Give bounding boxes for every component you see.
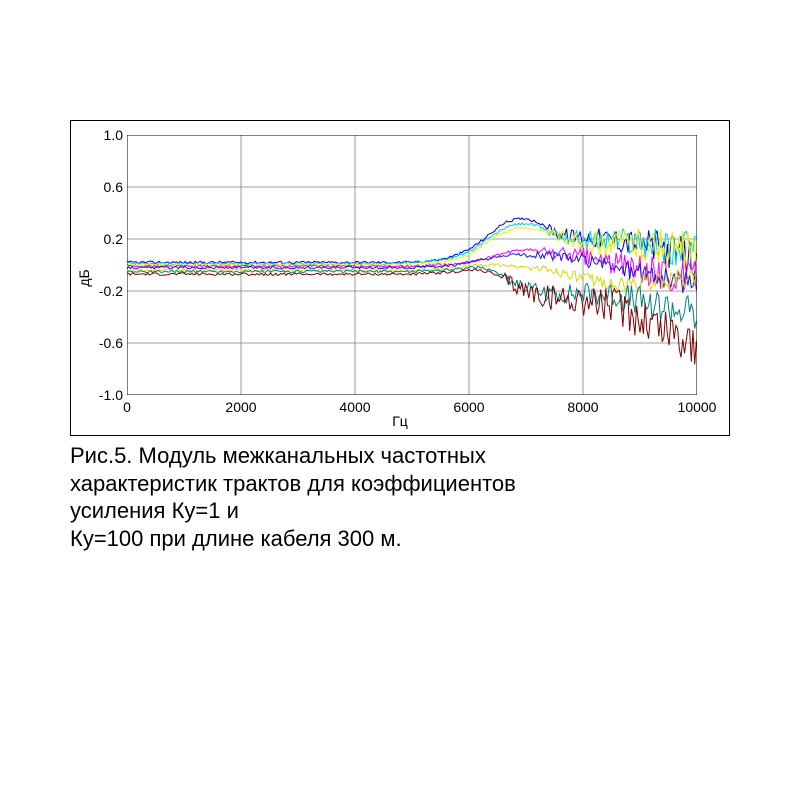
x-tick-label: 6000 [453,399,484,415]
x-tick-label: 8000 [567,399,598,415]
caption-line: усиления Ку=1 и [70,498,239,523]
x-tick-label: 0 [123,399,131,415]
y-tick-label: -0.6 [83,335,123,351]
caption-line: Ку=100 при длине кабеля 300 м. [70,526,402,551]
caption-line: характеристик трактов для коэффициентов [70,471,516,496]
x-axis-label: Гц [392,413,408,429]
y-tick-label: 1.0 [83,127,123,143]
x-ticks: 0200040006000800010000 [127,399,697,419]
y-tick-label: -0.2 [83,283,123,299]
y-tick-label: -1.0 [83,387,123,403]
y-tick-label: 0.2 [83,231,123,247]
series-line [127,269,696,365]
figure-caption: Рис.5. Модуль межканальных частотных хар… [70,442,730,552]
page: дБ -1.0-0.6-0.20.20.61.0 020004000600080… [0,0,800,800]
plot-area: -1.0-0.6-0.20.20.61.0 020004000600080001… [127,135,697,395]
x-tick-label: 2000 [225,399,256,415]
y-tick-label: 0.6 [83,179,123,195]
chart-svg [127,135,697,395]
y-ticks: -1.0-0.6-0.20.20.61.0 [83,135,123,395]
x-tick-label: 4000 [339,399,370,415]
series-line [127,223,696,265]
x-tick-label: 10000 [678,399,717,415]
chart-frame: дБ -1.0-0.6-0.20.20.61.0 020004000600080… [70,120,730,436]
caption-line: Рис.5. Модуль межканальных частотных [70,443,486,468]
